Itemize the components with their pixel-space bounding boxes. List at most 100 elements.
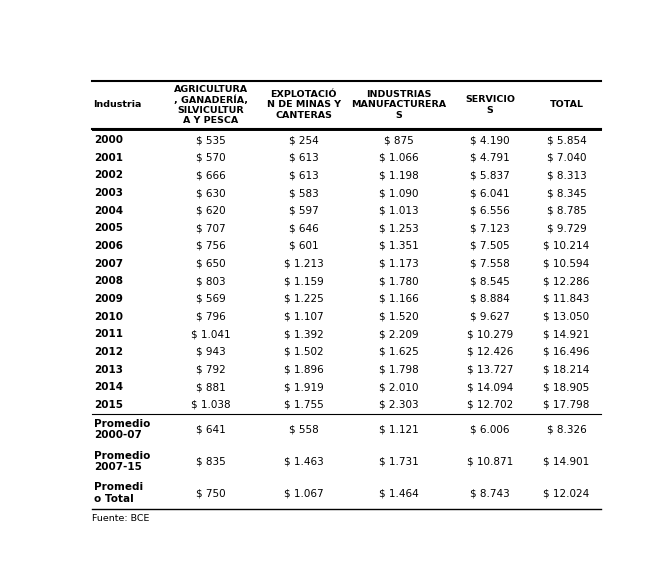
- Text: $ 1.392: $ 1.392: [284, 329, 323, 339]
- Text: $ 6.041: $ 6.041: [470, 188, 510, 198]
- Text: $ 14.921: $ 14.921: [544, 329, 590, 339]
- Text: EXPLOTACIÓ
N DE MINAS Y
CANTERAS: EXPLOTACIÓ N DE MINAS Y CANTERAS: [266, 90, 341, 120]
- Text: $ 18.214: $ 18.214: [544, 364, 590, 374]
- Text: $ 10.279: $ 10.279: [467, 329, 513, 339]
- Text: $ 1.464: $ 1.464: [379, 488, 419, 498]
- Text: $ 1.731: $ 1.731: [379, 456, 419, 466]
- Text: $ 535: $ 535: [196, 135, 226, 145]
- Text: $ 8.884: $ 8.884: [470, 294, 510, 304]
- Text: SERVICIO
S: SERVICIO S: [465, 95, 515, 114]
- Text: TOTAL: TOTAL: [550, 100, 583, 109]
- Text: $ 1.173: $ 1.173: [379, 259, 419, 269]
- Text: 2015: 2015: [94, 400, 123, 410]
- Text: $ 1.755: $ 1.755: [284, 400, 323, 410]
- Text: $ 1.013: $ 1.013: [379, 206, 419, 215]
- Text: $ 5.854: $ 5.854: [547, 135, 586, 145]
- Text: 2012: 2012: [94, 347, 123, 357]
- Text: $ 1.213: $ 1.213: [284, 259, 323, 269]
- Text: INDUSTRIAS
MANUFACTURERA
S: INDUSTRIAS MANUFACTURERA S: [351, 90, 446, 120]
- Text: $ 7.558: $ 7.558: [470, 259, 510, 269]
- Text: $ 597: $ 597: [289, 206, 319, 215]
- Text: $ 620: $ 620: [196, 206, 226, 215]
- Text: $ 8.743: $ 8.743: [470, 488, 510, 498]
- Text: 2003: 2003: [94, 188, 123, 198]
- Text: 2010: 2010: [94, 312, 123, 322]
- Text: Industria: Industria: [93, 100, 142, 109]
- Text: $ 583: $ 583: [289, 188, 319, 198]
- Text: $ 10.214: $ 10.214: [544, 241, 590, 251]
- Text: $ 646: $ 646: [289, 223, 319, 234]
- Text: AGRICULTURA
, GANADERÍA,
SILVICULTUR
A Y PESCA: AGRICULTURA , GANADERÍA, SILVICULTUR A Y…: [174, 85, 248, 126]
- Text: $ 881: $ 881: [196, 382, 226, 392]
- Text: $ 1.066: $ 1.066: [379, 152, 419, 163]
- Text: $ 10.871: $ 10.871: [467, 456, 513, 466]
- Text: $ 803: $ 803: [196, 276, 226, 286]
- Text: $ 756: $ 756: [196, 241, 226, 251]
- Text: $ 12.702: $ 12.702: [467, 400, 513, 410]
- Text: $ 4.190: $ 4.190: [470, 135, 510, 145]
- Text: $ 835: $ 835: [196, 456, 226, 466]
- Text: $ 792: $ 792: [196, 364, 226, 374]
- Text: $ 12.286: $ 12.286: [544, 276, 590, 286]
- Text: $ 1.520: $ 1.520: [379, 312, 419, 322]
- Text: $ 1.041: $ 1.041: [191, 329, 231, 339]
- Text: $ 1.253: $ 1.253: [379, 223, 419, 234]
- Text: $ 650: $ 650: [196, 259, 226, 269]
- Text: $ 1.798: $ 1.798: [379, 364, 419, 374]
- Text: $ 666: $ 666: [196, 171, 226, 180]
- Text: 2004: 2004: [94, 206, 123, 215]
- Text: $ 630: $ 630: [196, 188, 226, 198]
- Text: $ 613: $ 613: [289, 171, 319, 180]
- Text: 2005: 2005: [94, 223, 123, 234]
- Text: $ 12.024: $ 12.024: [544, 488, 590, 498]
- Text: $ 1.463: $ 1.463: [284, 456, 323, 466]
- Text: $ 796: $ 796: [196, 312, 226, 322]
- Text: $ 4.791: $ 4.791: [470, 152, 510, 163]
- Text: $ 558: $ 558: [289, 425, 319, 434]
- Text: $ 6.556: $ 6.556: [470, 206, 510, 215]
- Text: 2006: 2006: [94, 241, 123, 251]
- Text: $ 2.209: $ 2.209: [379, 329, 419, 339]
- Text: $ 943: $ 943: [196, 347, 226, 357]
- Text: $ 1.159: $ 1.159: [284, 276, 323, 286]
- Text: $ 14.094: $ 14.094: [467, 382, 513, 392]
- Text: 2007: 2007: [94, 259, 123, 269]
- Text: $ 9.729: $ 9.729: [547, 223, 586, 234]
- Text: $ 1.896: $ 1.896: [284, 364, 323, 374]
- Text: 2014: 2014: [94, 382, 123, 392]
- Text: $ 1.038: $ 1.038: [191, 400, 231, 410]
- Text: $ 707: $ 707: [196, 223, 226, 234]
- Text: $ 17.798: $ 17.798: [544, 400, 590, 410]
- Text: $ 7.040: $ 7.040: [547, 152, 586, 163]
- Text: $ 2.010: $ 2.010: [379, 382, 419, 392]
- Text: $ 8.326: $ 8.326: [547, 425, 586, 434]
- Text: $ 1.351: $ 1.351: [379, 241, 419, 251]
- Text: Promedio
2000-07: Promedio 2000-07: [94, 419, 150, 440]
- Text: $ 13.050: $ 13.050: [544, 312, 590, 322]
- Text: 2009: 2009: [94, 294, 123, 304]
- Text: $ 12.426: $ 12.426: [467, 347, 513, 357]
- Text: $ 11.843: $ 11.843: [544, 294, 590, 304]
- Text: $ 1.067: $ 1.067: [284, 488, 323, 498]
- Text: Promedio
2007-15: Promedio 2007-15: [94, 450, 150, 472]
- Text: 2008: 2008: [94, 276, 123, 286]
- Text: $ 10.594: $ 10.594: [544, 259, 590, 269]
- Text: Fuente: BCE: Fuente: BCE: [92, 515, 149, 523]
- Text: $ 1.107: $ 1.107: [284, 312, 323, 322]
- Text: $ 18.905: $ 18.905: [544, 382, 590, 392]
- Text: $ 1.121: $ 1.121: [379, 425, 419, 434]
- Text: $ 1.919: $ 1.919: [284, 382, 323, 392]
- Text: $ 9.627: $ 9.627: [470, 312, 510, 322]
- Text: $ 1.166: $ 1.166: [379, 294, 419, 304]
- Text: $ 1.625: $ 1.625: [379, 347, 419, 357]
- Text: $ 254: $ 254: [289, 135, 319, 145]
- Text: $ 601: $ 601: [289, 241, 318, 251]
- Text: $ 1.502: $ 1.502: [284, 347, 323, 357]
- Text: Promedi
o Total: Promedi o Total: [94, 482, 143, 504]
- Text: $ 6.006: $ 6.006: [470, 425, 510, 434]
- Text: $ 14.901: $ 14.901: [544, 456, 590, 466]
- Text: $ 8.785: $ 8.785: [547, 206, 586, 215]
- Text: $ 16.496: $ 16.496: [544, 347, 590, 357]
- Text: $ 13.727: $ 13.727: [467, 364, 513, 374]
- Text: $ 1.225: $ 1.225: [284, 294, 323, 304]
